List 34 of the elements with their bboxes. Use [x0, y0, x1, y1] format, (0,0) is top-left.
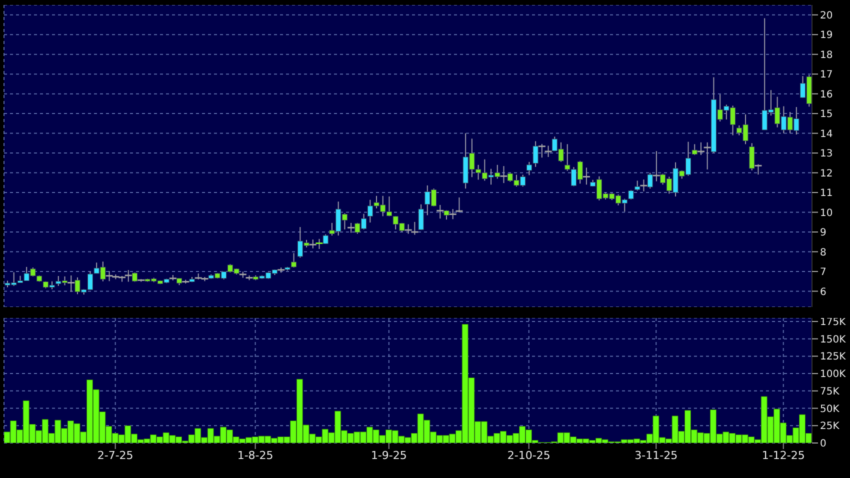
y-tick-label: 14	[820, 128, 833, 140]
candlestick	[628, 190, 634, 200]
candlestick	[634, 180, 640, 192]
candlestick	[526, 161, 532, 176]
y-tick-label: 25K	[820, 421, 840, 432]
y-tick-label: 10	[820, 208, 833, 219]
x-tick-label: 1-9-25	[370, 448, 407, 462]
y-tick-label: 19	[820, 30, 833, 42]
y-tick-label: 13	[820, 148, 833, 160]
y-tick-label: 8	[820, 247, 826, 258]
y-tick-label: 20	[820, 10, 833, 22]
y-tick-label: 100K	[820, 369, 846, 380]
y-tick-label: 15	[820, 109, 833, 120]
y-tick-label: 17	[820, 70, 833, 81]
x-tick-label: 3-11-25	[634, 448, 678, 462]
y-tick-label: 9	[820, 228, 826, 239]
y-tick-label: 16	[820, 89, 833, 100]
y-tick-label: 7	[820, 267, 826, 278]
x-tick-label: 1-12-25	[762, 448, 805, 462]
candlestick	[418, 204, 424, 231]
y-tick-label: 12	[820, 168, 833, 180]
x-tick-label: 1-8-25	[237, 448, 274, 462]
y-tick-label: 18	[820, 50, 833, 61]
y-tick-label: 150K	[820, 334, 846, 346]
y-tick-label: 175K	[820, 317, 846, 328]
x-tick-label: 2-10-25	[507, 448, 550, 462]
y-tick-label: 50K	[820, 404, 840, 415]
candlestick	[322, 234, 328, 244]
x-tick-label: 2-7-25	[97, 448, 134, 462]
y-tick-label: 11	[820, 188, 833, 200]
y-tick-label: 6	[820, 286, 826, 298]
y-tick-label: 125K	[820, 352, 846, 363]
y-tick-label: 75K	[820, 386, 840, 398]
y-tick-label: 0	[820, 438, 826, 450]
